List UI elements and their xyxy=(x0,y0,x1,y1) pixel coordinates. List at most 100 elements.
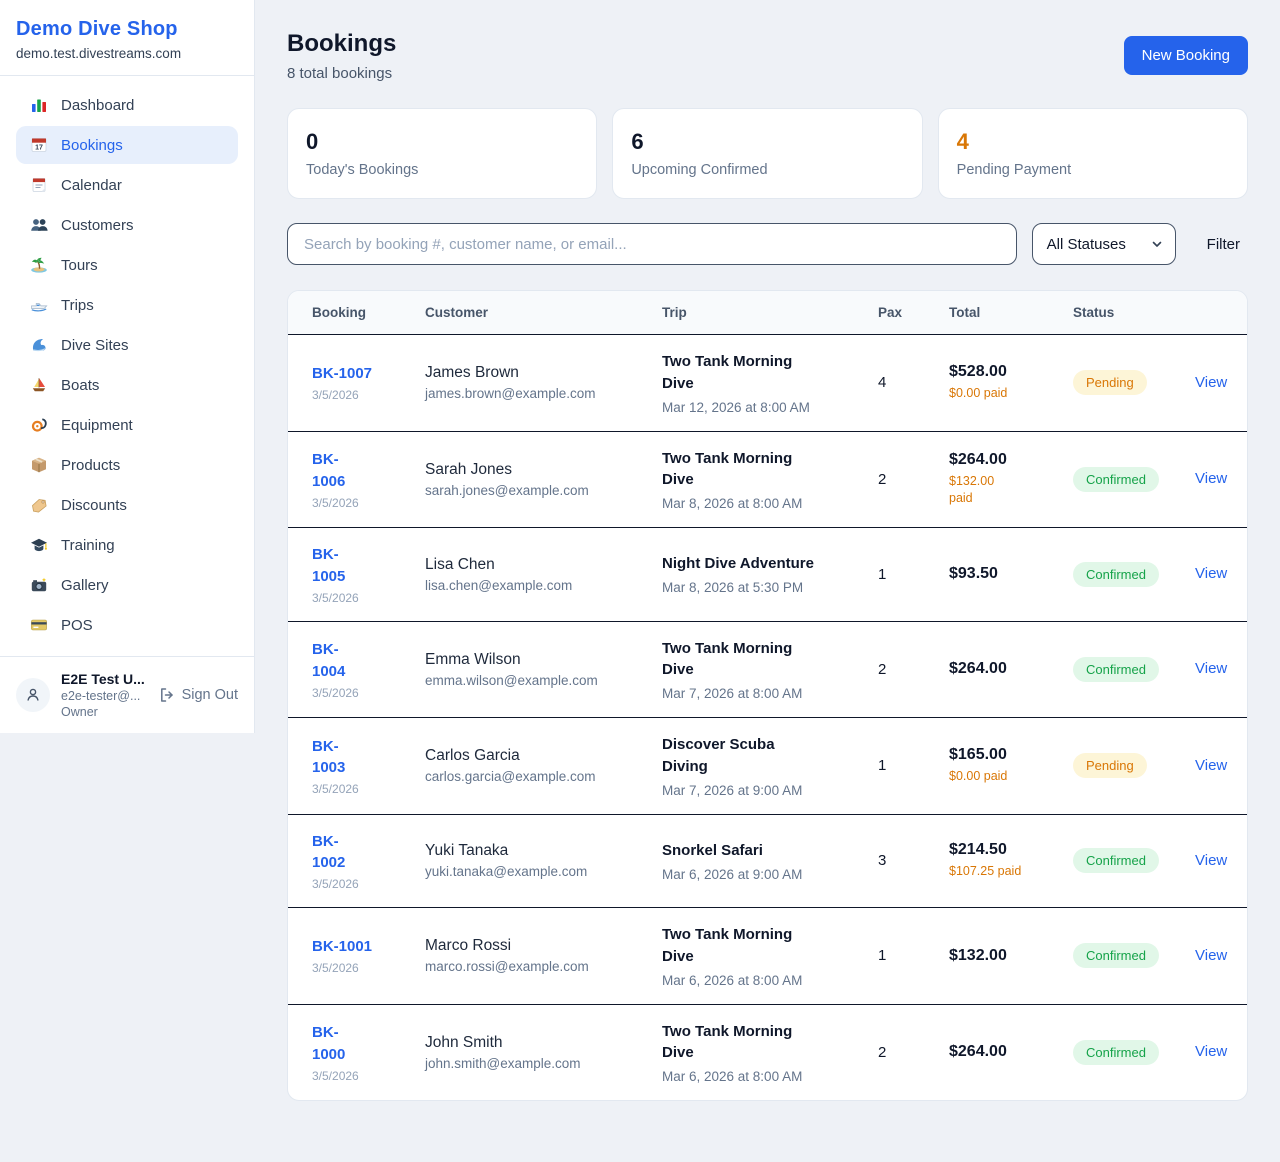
sidebar-item-boats[interactable]: Boats xyxy=(16,366,238,404)
paid-amount: $0.00 paid xyxy=(949,769,1008,783)
status-filter-select[interactable]: All Statuses xyxy=(1031,223,1176,265)
sidebar: Demo Dive Shop demo.test.divestreams.com… xyxy=(0,0,255,733)
gallery-icon xyxy=(30,576,48,594)
column-header-pax: Pax xyxy=(878,305,903,320)
customer-name: James Brown xyxy=(425,364,519,382)
total-cell: $132.00 xyxy=(949,947,1073,965)
status-cell: Confirmed xyxy=(1073,1039,1195,1065)
booking-link[interactable]: BK-1007 xyxy=(312,365,373,383)
trip-cell: Two Tank Morning Dive Mar 7, 2026 at 8:0… xyxy=(662,638,878,702)
sidebar-item-label: Training xyxy=(61,536,115,554)
total-amount: $165.00 xyxy=(949,746,1007,763)
sidebar-item-customers[interactable]: Customers xyxy=(16,206,238,244)
sidebar-item-label: Customers xyxy=(61,216,134,234)
view-link[interactable]: View xyxy=(1195,851,1228,869)
view-link[interactable]: View xyxy=(1195,565,1228,583)
sidebar-item-pos[interactable]: POS xyxy=(16,606,238,644)
sidebar-item-trips[interactable]: Trips xyxy=(16,286,238,324)
chevron-down-icon xyxy=(1151,238,1163,250)
sign-out-label: Sign Out xyxy=(181,687,238,703)
trip-cell: Night Dive Adventure Mar 8, 2026 at 5:30… xyxy=(662,553,878,595)
stat-value: 0 xyxy=(306,129,319,154)
sign-out-button[interactable]: Sign Out xyxy=(159,687,238,703)
stat-label: Upcoming Confirmed xyxy=(631,162,768,178)
view-link[interactable]: View xyxy=(1195,660,1228,678)
sidebar-item-gallery[interactable]: Gallery xyxy=(16,566,238,604)
paid-amount: $0.00 paid xyxy=(949,386,1008,400)
booking-cell: BK- 1002 3/5/2026 xyxy=(312,831,425,892)
dashboard-icon xyxy=(30,96,48,114)
customer-name: Sarah Jones xyxy=(425,460,513,478)
total-cell: $264.00 xyxy=(949,1043,1073,1061)
sidebar-item-discounts[interactable]: Discounts xyxy=(16,486,238,524)
sidebar-item-label: Calendar xyxy=(61,176,122,194)
view-link[interactable]: View xyxy=(1195,756,1228,774)
table-row: BK- 1006 3/5/2026 Sarah Jones sarah.jone… xyxy=(288,430,1247,528)
stat-card: 0 Today's Bookings xyxy=(287,108,598,199)
status-badge: Pending xyxy=(1073,370,1147,396)
brand-domain: demo.test.divestreams.com xyxy=(16,46,182,61)
table-row: BK- 1000 3/5/2026 John Smith john.smith@… xyxy=(288,1003,1247,1101)
sidebar-item-dive-sites[interactable]: Dive Sites xyxy=(16,326,238,364)
booking-link[interactable]: BK- 1002 xyxy=(312,832,346,872)
booking-cell: BK- 1004 3/5/2026 xyxy=(312,639,425,700)
customer-email: john.smith@example.com xyxy=(425,1055,581,1071)
sidebar-item-products[interactable]: Products xyxy=(16,446,238,484)
pax-count: 2 xyxy=(878,470,887,488)
view-link[interactable]: View xyxy=(1195,1043,1228,1061)
booking-link[interactable]: BK- 1000 xyxy=(312,1024,346,1063)
booking-link[interactable]: BK- 1006 xyxy=(312,451,346,490)
table-row: BK-1001 3/5/2026 Marco Rossi marco.rossi… xyxy=(288,907,1247,1004)
column-header-total: Total xyxy=(949,305,981,320)
booking-link[interactable]: BK-1001 xyxy=(312,938,373,956)
column-header-booking: Booking xyxy=(312,305,366,320)
customer-cell: Marco Rossi marco.rossi@example.com xyxy=(425,937,662,974)
stat-card: 4 Pending Payment xyxy=(937,108,1248,199)
customer-cell: John Smith john.smith@example.com xyxy=(425,1034,662,1071)
filter-button[interactable]: Filter xyxy=(1206,235,1240,253)
trip-cell: Two Tank Morning Dive Mar 12, 2026 at 8:… xyxy=(662,351,878,415)
table-header: Booking Customer Trip Pax Total Status xyxy=(288,291,1247,335)
column-header-trip: Trip xyxy=(662,305,687,320)
booking-link[interactable]: BK- 1005 xyxy=(312,546,346,585)
trip-name: Snorkel Safari xyxy=(662,841,763,859)
discounts-icon xyxy=(30,496,48,514)
stat-value: 4 xyxy=(956,129,969,154)
sidebar-item-dashboard[interactable]: Dashboard xyxy=(16,86,238,124)
paid-amount: $132.00 paid xyxy=(949,473,995,506)
sidebar-item-tours[interactable]: Tours xyxy=(16,246,238,284)
trip-cell: Two Tank Morning Dive Mar 8, 2026 at 8:0… xyxy=(662,448,878,512)
boats-icon xyxy=(30,376,48,394)
view-link[interactable]: View xyxy=(1195,373,1228,391)
bookings-icon: 17 xyxy=(30,136,48,154)
sidebar-item-calendar[interactable]: Calendar xyxy=(16,166,238,204)
trip-datetime: Mar 7, 2026 at 9:00 AM xyxy=(662,782,803,798)
trip-datetime: Mar 12, 2026 at 8:00 AM xyxy=(662,399,810,415)
view-link[interactable]: View xyxy=(1195,470,1228,488)
controls-row: All Statuses Filter xyxy=(287,223,1248,265)
logout-icon xyxy=(159,687,175,703)
search-input[interactable] xyxy=(287,223,1017,265)
sidebar-item-label: Discounts xyxy=(61,496,127,514)
person-icon xyxy=(24,686,42,704)
new-booking-button[interactable]: New Booking xyxy=(1123,36,1248,75)
status-badge: Confirmed xyxy=(1073,656,1159,682)
products-icon xyxy=(30,456,48,474)
view-link[interactable]: View xyxy=(1195,946,1228,964)
customer-name: Carlos Garcia xyxy=(425,747,520,765)
total-cell: $264.00 xyxy=(949,660,1073,678)
paid-amount: $107.25 paid xyxy=(949,864,1022,878)
booking-link[interactable]: BK- 1003 xyxy=(312,737,346,777)
sidebar-item-training[interactable]: Training xyxy=(16,526,238,564)
svg-text:17: 17 xyxy=(35,145,43,152)
trip-cell: Two Tank Morning Dive Mar 6, 2026 at 8:0… xyxy=(662,924,878,988)
stat-card: 6 Upcoming Confirmed xyxy=(612,108,923,199)
booking-date: 3/5/2026 xyxy=(312,961,359,976)
booking-link[interactable]: BK- 1004 xyxy=(312,641,346,680)
column-header-customer: Customer xyxy=(425,305,489,320)
user-role: Owner xyxy=(61,705,98,719)
sidebar-item-label: Trips xyxy=(61,296,94,314)
sidebar-item-bookings[interactable]: 17 Bookings xyxy=(16,126,238,164)
sidebar-item-label: Products xyxy=(61,456,121,474)
sidebar-item-equipment[interactable]: Equipment xyxy=(16,406,238,444)
